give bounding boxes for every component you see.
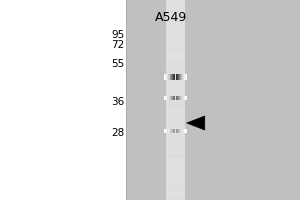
Bar: [166, 183, 185, 187]
Bar: [166, 110, 185, 113]
Bar: [166, 0, 185, 200]
Bar: [166, 57, 185, 60]
Bar: [166, 20, 185, 23]
Bar: [166, 67, 185, 70]
Bar: [166, 70, 185, 73]
Bar: [166, 180, 185, 183]
Bar: [166, 13, 185, 17]
Bar: [166, 50, 185, 53]
Bar: [166, 87, 185, 90]
Bar: [166, 197, 185, 200]
Bar: [166, 177, 185, 180]
Bar: [166, 0, 185, 3]
Bar: [166, 133, 185, 137]
Bar: [166, 100, 185, 103]
Bar: [166, 23, 185, 27]
Bar: [166, 150, 185, 153]
Bar: [166, 7, 185, 10]
Bar: [166, 3, 185, 7]
Bar: [166, 157, 185, 160]
Text: A549: A549: [155, 11, 187, 24]
Bar: [166, 163, 185, 167]
Text: 72: 72: [111, 40, 124, 50]
Bar: [166, 73, 185, 77]
Bar: [166, 43, 185, 47]
Bar: [166, 193, 185, 197]
Bar: [166, 190, 185, 193]
Bar: [166, 83, 185, 87]
Text: 95: 95: [111, 30, 124, 40]
Bar: [166, 37, 185, 40]
Bar: [166, 80, 185, 83]
Bar: [166, 107, 185, 110]
Bar: [166, 147, 185, 150]
Bar: [166, 53, 185, 57]
Bar: [166, 113, 185, 117]
Bar: [166, 93, 185, 97]
Bar: [166, 117, 185, 120]
Bar: [166, 130, 185, 133]
Bar: [166, 10, 185, 13]
Bar: [166, 63, 185, 67]
Bar: [166, 27, 185, 30]
Text: 55: 55: [111, 59, 124, 69]
Bar: [166, 143, 185, 147]
Bar: [166, 140, 185, 143]
Bar: [166, 153, 185, 157]
Bar: [166, 17, 185, 20]
Bar: [166, 33, 185, 37]
Bar: [166, 60, 185, 63]
Bar: [166, 47, 185, 50]
Bar: [166, 30, 185, 33]
Bar: [166, 90, 185, 93]
Polygon shape: [187, 116, 205, 130]
Bar: [166, 40, 185, 43]
Bar: [166, 167, 185, 170]
Bar: [166, 127, 185, 130]
Bar: [166, 137, 185, 140]
Text: 36: 36: [111, 97, 124, 107]
FancyBboxPatch shape: [0, 0, 126, 200]
Bar: [185, 0, 300, 200]
Bar: [166, 160, 185, 163]
Bar: [166, 97, 185, 100]
Bar: [166, 123, 185, 127]
Bar: [166, 120, 185, 123]
Bar: [166, 77, 185, 80]
Bar: [166, 173, 185, 177]
Text: 28: 28: [111, 128, 124, 138]
Bar: [166, 103, 185, 107]
Bar: [166, 170, 185, 173]
Bar: [166, 187, 185, 190]
